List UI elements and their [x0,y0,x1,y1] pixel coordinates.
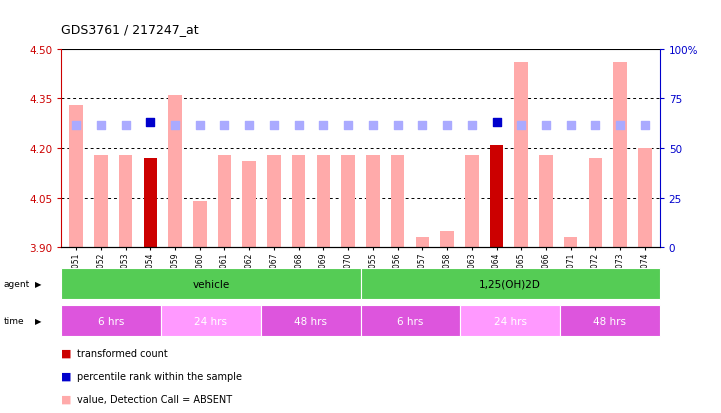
Point [268,122,280,129]
Point [367,122,379,129]
Point [466,122,477,129]
Bar [119,155,133,248]
Bar [441,231,454,248]
Point [590,122,601,129]
Bar [261,306,360,337]
Point [71,122,82,129]
Bar [560,306,660,337]
Point [491,119,503,126]
Bar [94,155,107,248]
Bar [614,63,627,248]
Bar [317,155,330,248]
Text: 48 hrs: 48 hrs [294,316,327,326]
Point [342,122,354,129]
Bar [61,306,161,337]
Point [516,122,527,129]
Bar [193,202,206,248]
Point [120,122,131,129]
Point [614,122,626,129]
Text: 24 hrs: 24 hrs [494,316,526,326]
Text: ■: ■ [61,394,72,404]
Point [392,122,403,129]
Point [639,122,650,129]
Text: ■: ■ [61,348,72,358]
Bar [242,162,256,248]
Bar [292,155,306,248]
Text: transformed count: transformed count [77,348,168,358]
Point [417,122,428,129]
Bar [360,268,660,299]
Text: 24 hrs: 24 hrs [195,316,227,326]
Point [540,122,552,129]
Bar [460,306,560,337]
Point [218,122,230,129]
Text: 6 hrs: 6 hrs [397,316,423,326]
Bar [69,106,83,248]
Bar [415,238,429,248]
Bar [588,159,602,248]
Bar [161,306,261,337]
Point [169,122,181,129]
Bar [564,238,578,248]
Point [144,119,156,126]
Text: ▶: ▶ [35,317,41,325]
Point [565,122,577,129]
Text: value, Detection Call = ABSENT: value, Detection Call = ABSENT [77,394,232,404]
Bar [218,155,231,248]
Text: 6 hrs: 6 hrs [98,316,124,326]
Text: GDS3761 / 217247_at: GDS3761 / 217247_at [61,23,199,36]
Text: time: time [4,317,25,325]
Text: ▶: ▶ [35,280,41,288]
Point [194,122,205,129]
Bar [267,155,280,248]
Point [318,122,329,129]
Bar [341,155,355,248]
Bar [465,155,479,248]
Bar [360,306,460,337]
Point [244,122,255,129]
Point [95,122,107,129]
Point [441,122,453,129]
Bar [168,96,182,248]
Text: agent: agent [4,280,30,288]
Bar [539,155,553,248]
Text: vehicle: vehicle [193,279,229,289]
Bar [143,159,157,248]
Text: 1,25(OH)2D: 1,25(OH)2D [479,279,541,289]
Text: percentile rank within the sample: percentile rank within the sample [77,371,242,381]
Bar [61,268,360,299]
Bar [490,145,503,248]
Bar [366,155,380,248]
Point [293,122,304,129]
Bar [391,155,404,248]
Text: 48 hrs: 48 hrs [593,316,627,326]
Bar [515,63,528,248]
Bar [638,149,652,248]
Text: ■: ■ [61,371,72,381]
